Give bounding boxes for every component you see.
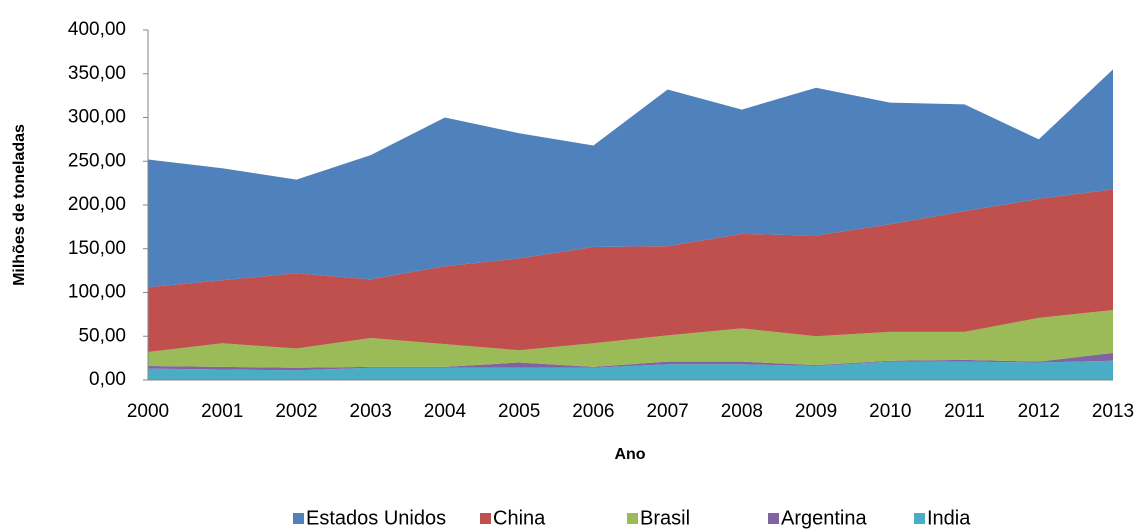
- legend-label: Estados Unidos: [306, 507, 446, 529]
- legend-swatch: [627, 513, 638, 524]
- legend-label: China: [493, 507, 546, 529]
- legend-label: Brasil: [640, 507, 690, 529]
- legend-label: Argentina: [781, 507, 867, 529]
- x-axis-title: Ano: [614, 446, 645, 463]
- x-tick-label: 2008: [721, 401, 763, 422]
- y-tick-label: 300,00: [68, 107, 126, 128]
- area: [148, 69, 1113, 288]
- legend-swatch: [768, 513, 779, 524]
- legend-swatch: [914, 513, 925, 524]
- y-tick-label: 150,00: [68, 238, 126, 259]
- area: [148, 189, 1113, 352]
- legend-swatch: [293, 513, 304, 524]
- x-tick-label: 2013: [1092, 401, 1134, 422]
- x-tick-label: 2004: [424, 401, 467, 422]
- area: [148, 310, 1113, 368]
- x-tick-label: 2001: [201, 401, 243, 422]
- x-tick-label: 2006: [572, 401, 614, 422]
- x-tick-label: 2009: [795, 401, 837, 422]
- legend-label: India: [927, 507, 971, 529]
- x-tick-label: 2002: [275, 401, 317, 422]
- area: [148, 352, 1113, 371]
- x-tick-label: 2003: [350, 401, 392, 422]
- legend-swatch: [480, 513, 491, 524]
- y-axis-title: Milhões de toneladas: [11, 124, 28, 286]
- y-tick-label: 200,00: [68, 194, 126, 215]
- x-tick-label: 2011: [944, 401, 985, 422]
- x-tick-label: 2010: [869, 401, 911, 422]
- y-tick-label: 400,00: [68, 19, 126, 40]
- x-tick-label: 2005: [498, 401, 540, 422]
- x-tick-label: 2007: [646, 401, 688, 422]
- area: [148, 360, 1113, 380]
- y-tick-label: 350,00: [68, 63, 126, 84]
- y-tick-label: 0,00: [89, 369, 126, 390]
- x-tick-label: 2000: [127, 401, 169, 422]
- y-tick-label: 50,00: [78, 325, 126, 346]
- y-tick-label: 250,00: [68, 150, 126, 171]
- y-tick-label: 100,00: [68, 282, 126, 303]
- x-tick-label: 2012: [1018, 401, 1060, 422]
